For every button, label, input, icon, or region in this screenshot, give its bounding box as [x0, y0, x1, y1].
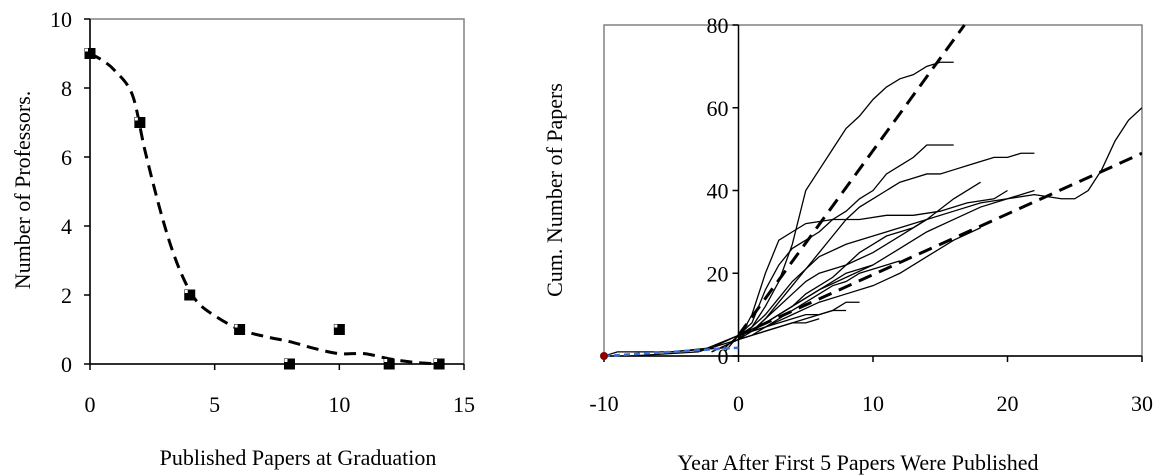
right-x-tick-label: -10	[589, 391, 618, 416]
left-x-tick-label: 15	[453, 392, 475, 417]
right-plot-lines	[604, 24, 1142, 356]
left-data-point-highlight	[434, 359, 438, 362]
fit-line	[737, 24, 966, 337]
career-line	[724, 181, 981, 353]
left-data-point-highlight	[184, 290, 188, 293]
fit-line	[737, 151, 1142, 337]
left-data-point-highlight	[334, 324, 338, 328]
left-data-point	[84, 48, 96, 59]
right-y-tick-label: 60	[707, 96, 729, 121]
left-data-point	[333, 324, 345, 335]
career-line	[738, 318, 820, 341]
career-line	[711, 152, 1035, 353]
left-fit-curve	[89, 52, 440, 366]
left-data-point	[184, 289, 196, 301]
career-line	[604, 61, 954, 356]
left-data-point	[433, 358, 445, 370]
left-chart: 0 2 4 6 8 10 0 5 10 15 Published Papers at Gradua…	[10, 7, 475, 470]
left-data-point-highlight	[85, 48, 88, 52]
left-data-point	[283, 358, 295, 370]
left-y-tick-label: 0	[61, 352, 72, 377]
right-x-tick-label: 20	[997, 391, 1019, 416]
left-x-axis-label: Published Papers at Graduation	[160, 445, 437, 470]
left-data-point-highlight	[134, 117, 138, 121]
left-y-tick-label: 8	[61, 76, 72, 101]
career-line	[671, 144, 954, 353]
left-y-tick-label: 4	[61, 214, 72, 239]
right-y-tick-label: 0	[718, 344, 729, 369]
right-y-tick-label: 20	[707, 261, 729, 286]
right-chart-marks: 0 20 40 60 80 -10 0 10 20 30	[589, 13, 1153, 416]
left-x-tick-label: 10	[328, 392, 350, 417]
start-marker	[600, 352, 608, 360]
left-data-point	[383, 358, 395, 370]
left-data-point-highlight	[234, 324, 238, 328]
right-x-tick-label: 10	[862, 391, 884, 416]
left-y-tick-label: 2	[61, 283, 72, 308]
right-y-axis-label: Cum. Number of Papers	[542, 83, 567, 297]
left-y-tick-label: 10	[50, 7, 72, 32]
right-x-tick-label: 0	[733, 391, 744, 416]
right-x-axis-label: Year After First 5 Papers Were Published	[678, 450, 1039, 475]
left-data-point-highlight	[384, 359, 388, 362]
right-chart: 0 20 40 60 80 -10 0 10 20 30 Year After First 5 P…	[542, 13, 1153, 475]
left-y-axis-label: Number of Professors.	[10, 91, 35, 290]
left-data-point-highlight	[284, 359, 288, 362]
right-y-tick-label: 40	[707, 179, 729, 204]
left-x-tick-label: 0	[85, 392, 96, 417]
left-data-point	[134, 117, 146, 128]
left-y-tick-label: 6	[61, 145, 72, 170]
left-plot-area	[89, 18, 465, 365]
pre-segment-line	[603, 346, 739, 358]
left-chart-marks: 0 2 4 6 8 10 0 5 10 15	[50, 7, 475, 417]
left-x-tick-label: 5	[209, 392, 220, 417]
right-y-tick-label: 80	[707, 13, 729, 38]
left-data-point	[234, 324, 246, 335]
right-x-tick-label: 30	[1131, 391, 1153, 416]
career-line	[738, 227, 981, 336]
